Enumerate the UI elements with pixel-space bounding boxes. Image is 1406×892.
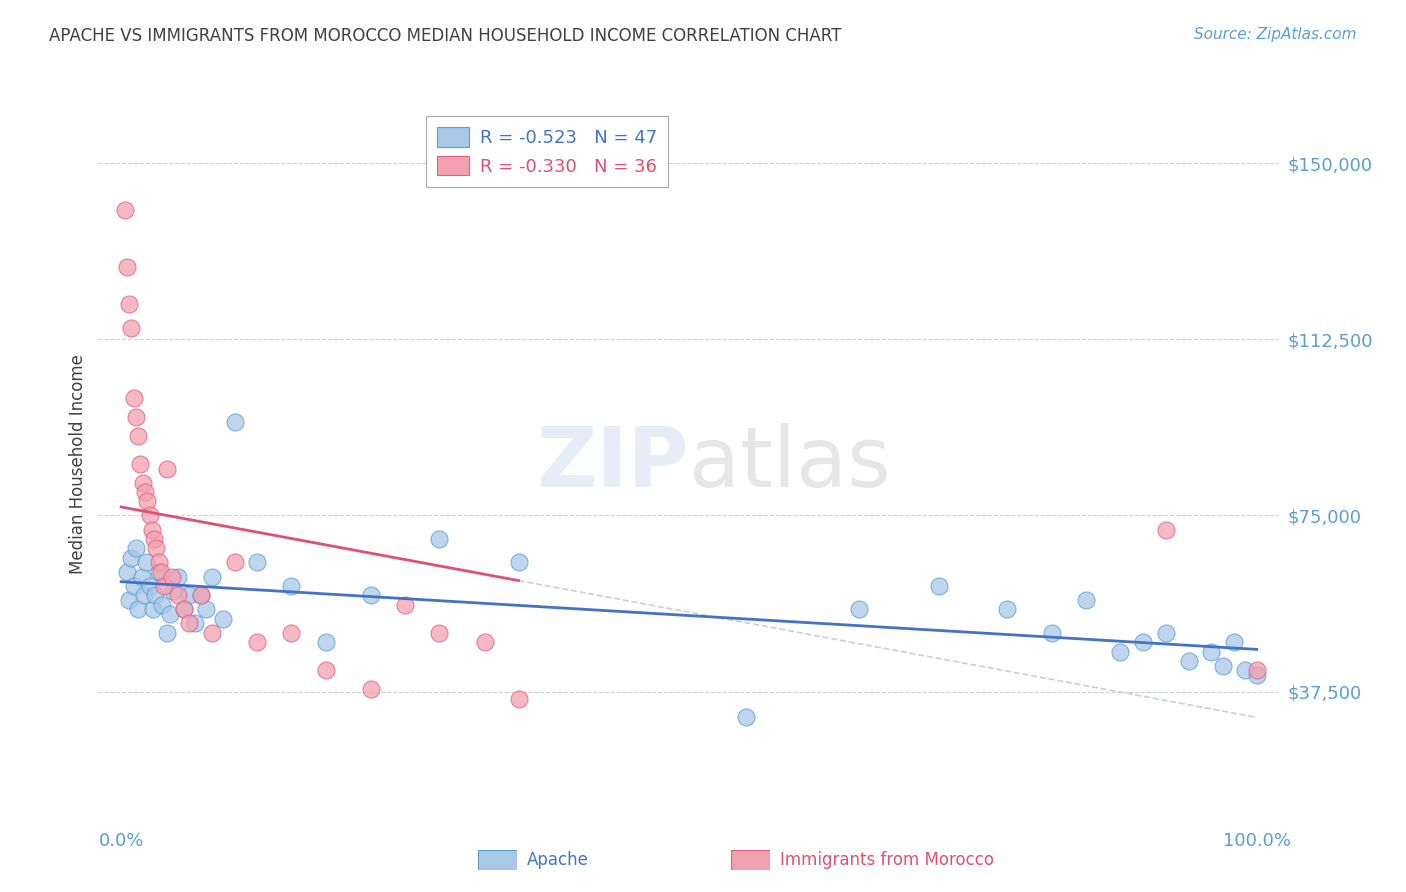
Point (1154, 523, 1177, 537)
Point (155, 461, 177, 475)
Point (138, 579, 160, 593)
Point (150, 598, 173, 612)
Point (928, 579, 950, 593)
Point (427, 532, 450, 546)
Legend: R = -0.523   N = 47, R = -0.330   N = 36: R = -0.523 N = 47, R = -0.330 N = 36 (426, 116, 668, 186)
Point (162, 569, 183, 583)
Point (129, 457, 152, 471)
Text: ZIP: ZIP (537, 424, 689, 504)
Point (734, 710, 756, 724)
Point (1246, 668, 1268, 682)
Point (120, 550, 142, 565)
Point (173, 602, 195, 616)
Point (115, 565, 138, 579)
Point (280, 625, 302, 640)
Point (360, 588, 382, 602)
Point (143, 532, 166, 546)
Point (195, 602, 218, 616)
Point (212, 612, 235, 626)
Point (134, 485, 156, 500)
Point (1234, 664, 1257, 678)
Point (145, 541, 167, 556)
Point (1154, 625, 1177, 640)
Text: APACHE VS IMMIGRANTS FROM MOROCCO MEDIAN HOUSEHOLD INCOME CORRELATION CHART: APACHE VS IMMIGRANTS FROM MOROCCO MEDIAN… (49, 27, 842, 45)
Point (162, 583, 184, 598)
Text: Immigrants from Morocco: Immigrants from Morocco (780, 851, 994, 869)
Point (280, 579, 302, 593)
Point (135, 556, 157, 570)
Point (143, 588, 166, 602)
Point (848, 602, 870, 616)
Point (315, 664, 337, 678)
Point (148, 565, 170, 579)
Point (360, 682, 382, 697)
Point (246, 635, 269, 649)
Point (155, 625, 177, 640)
Point (508, 556, 530, 570)
Point (138, 508, 160, 523)
Point (125, 409, 148, 424)
Point (179, 588, 201, 602)
Text: atlas: atlas (689, 424, 890, 504)
Point (995, 602, 1018, 616)
Point (120, 320, 142, 334)
Point (394, 598, 416, 612)
Point (142, 602, 165, 616)
Point (122, 579, 145, 593)
Point (118, 593, 141, 607)
Y-axis label: Median Household Income: Median Household Income (69, 354, 87, 574)
Point (114, 203, 136, 218)
Point (148, 556, 170, 570)
Point (167, 569, 190, 583)
Point (1109, 645, 1132, 659)
Point (224, 415, 246, 429)
Point (1223, 635, 1246, 649)
Point (122, 391, 145, 405)
Point (224, 556, 246, 570)
Point (201, 569, 224, 583)
Point (427, 625, 450, 640)
Point (141, 523, 163, 537)
Point (179, 616, 201, 631)
Point (246, 556, 269, 570)
Point (184, 616, 207, 631)
Point (149, 565, 172, 579)
Point (190, 588, 212, 602)
Point (1132, 635, 1154, 649)
Point (167, 588, 190, 602)
Point (1212, 658, 1234, 673)
Point (132, 475, 155, 490)
Point (136, 494, 159, 508)
Point (190, 588, 212, 602)
Point (127, 602, 149, 616)
Point (125, 541, 148, 556)
Point (118, 297, 141, 311)
Point (1076, 593, 1098, 607)
Point (153, 579, 176, 593)
Point (131, 569, 153, 583)
Point (1040, 625, 1063, 640)
Point (1177, 654, 1199, 668)
Point (173, 602, 195, 616)
Point (159, 607, 181, 621)
Point (132, 588, 155, 602)
Text: Source: ZipAtlas.com: Source: ZipAtlas.com (1194, 27, 1357, 42)
Point (201, 625, 224, 640)
Point (315, 635, 337, 649)
Point (1201, 645, 1223, 659)
Point (115, 260, 138, 274)
Text: Apache: Apache (527, 851, 589, 869)
Point (508, 691, 530, 706)
Point (474, 635, 496, 649)
Point (127, 428, 149, 442)
Point (1246, 664, 1268, 678)
